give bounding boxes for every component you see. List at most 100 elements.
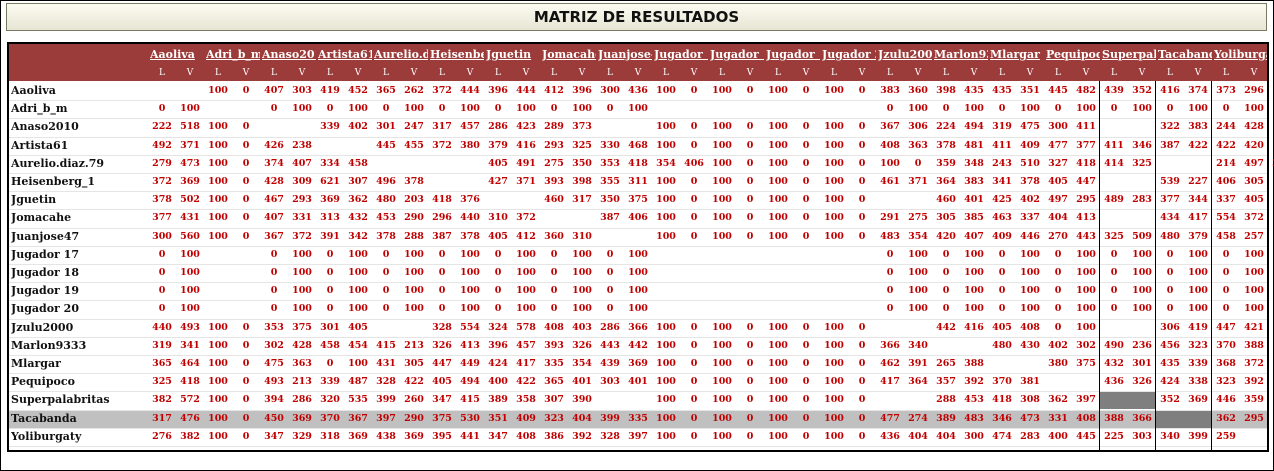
score-cell: 355 xyxy=(600,176,620,187)
score-cell: 0 xyxy=(1222,248,1230,260)
score-cell: 100 xyxy=(460,267,480,278)
score-cell: 306 xyxy=(908,121,928,133)
score-cell: 359 xyxy=(1244,394,1264,406)
score-cell: 279 xyxy=(152,157,172,169)
score-cell: 100 xyxy=(712,85,732,96)
score-cell: 0 xyxy=(858,394,866,406)
score-cell: 353 xyxy=(264,321,284,333)
score-cell: 0 xyxy=(1222,103,1230,115)
score-cell: 362 xyxy=(1216,412,1236,424)
score-cell: 369 xyxy=(1188,394,1208,406)
column-header: Heisenberg_1 xyxy=(430,48,484,61)
score-cell: 362 xyxy=(348,194,368,206)
score-cell: 435 xyxy=(964,85,984,96)
score-cell: 100 xyxy=(712,176,732,187)
score-cell: 423 xyxy=(516,121,536,133)
score-cell: 100 xyxy=(656,176,676,187)
score-cell: 100 xyxy=(1132,248,1152,260)
score-cell: 0 xyxy=(1054,285,1062,297)
score-cell: 0 xyxy=(494,285,502,297)
score-cell: 100 xyxy=(656,376,676,388)
score-cell: 0 xyxy=(690,121,698,133)
score-cell: 100 xyxy=(656,230,676,242)
score-cell: 378 xyxy=(152,194,172,206)
score-cell: 0 xyxy=(858,412,866,424)
score-cell: 354 xyxy=(908,230,928,242)
score-cell: 100 xyxy=(1076,285,1096,297)
score-cell: 100 xyxy=(824,212,844,224)
score-cell: 0 xyxy=(1166,103,1174,115)
score-cell: 0 xyxy=(1166,285,1174,297)
score-cell: 0 xyxy=(1166,248,1174,260)
score-cell: 0 xyxy=(438,248,446,260)
score-cell: 0 xyxy=(690,394,698,406)
score-cell: 0 xyxy=(242,321,250,333)
score-cell: 0 xyxy=(1054,248,1062,260)
score-cell: 346 xyxy=(1132,139,1152,151)
score-cell: 100 xyxy=(768,412,788,424)
score-cell: 424 xyxy=(488,358,508,369)
score-cell: 0 xyxy=(942,285,950,297)
score-cell: 0 xyxy=(606,103,614,115)
score-cell: 100 xyxy=(1188,285,1208,297)
score-cell: 100 xyxy=(572,248,592,260)
score-cell: 0 xyxy=(858,376,866,388)
score-cell: 100 xyxy=(180,285,200,297)
score-cell: 461 xyxy=(880,176,900,187)
score-cell: 331 xyxy=(292,212,312,224)
score-cell: 397 xyxy=(628,430,648,442)
score-cell: 328 xyxy=(600,430,620,442)
score-cell: 0 xyxy=(550,103,558,115)
score-cell: 100 xyxy=(824,139,844,151)
score-cell: 0 xyxy=(690,176,698,187)
score-cell: 416 xyxy=(1160,85,1180,96)
score-cell: 0 xyxy=(886,285,894,297)
score-cell: 0 xyxy=(858,85,866,96)
score-cell: 100 xyxy=(712,194,732,206)
score-cell: 458 xyxy=(348,157,368,169)
score-cell: 100 xyxy=(208,85,228,96)
score-cell: 100 xyxy=(180,103,200,115)
score-cell: 482 xyxy=(1076,85,1096,96)
score-cell: 100 xyxy=(1020,285,1040,297)
score-cell: 100 xyxy=(712,139,732,151)
score-cell: 0 xyxy=(326,303,334,315)
score-cell: 387 xyxy=(1160,139,1180,151)
score-cell: 0 xyxy=(942,103,950,115)
score-cell: 0 xyxy=(242,194,250,206)
score-cell: 382 xyxy=(152,394,172,406)
score-cell: 354 xyxy=(572,358,592,369)
row-label: Jugador 18 xyxy=(11,266,79,279)
score-cell: 0 xyxy=(242,176,250,187)
column-header: Mlargar xyxy=(990,48,1040,61)
score-cell: 0 xyxy=(858,212,866,224)
score-cell: 100 xyxy=(404,303,424,315)
score-cell: 100 xyxy=(1020,267,1040,278)
score-cell: 320 xyxy=(320,394,340,406)
score-cell: 100 xyxy=(656,412,676,424)
score-cell: 0 xyxy=(802,321,810,333)
row-divider xyxy=(9,136,1267,138)
score-cell: 303 xyxy=(292,85,312,96)
score-cell: 458 xyxy=(1216,230,1236,242)
score-cell: 0 xyxy=(1222,303,1230,315)
score-cell: 560 xyxy=(180,230,200,242)
score-cell: 100 xyxy=(712,339,732,351)
score-cell: 373 xyxy=(1216,85,1236,96)
score-cell: 0 xyxy=(802,339,810,351)
score-cell: 449 xyxy=(460,358,480,369)
score-cell: 404 xyxy=(908,430,928,442)
score-cell: 311 xyxy=(628,176,648,187)
score-cell: 0 xyxy=(802,157,810,169)
score-cell: 539 xyxy=(1160,176,1180,187)
score-cell: 100 xyxy=(712,358,732,369)
score-cell: 362 xyxy=(1048,394,1068,406)
score-cell: 288 xyxy=(404,230,424,242)
self-match-cell xyxy=(1156,409,1212,428)
score-cell: 414 xyxy=(1104,157,1124,169)
row-label: Superpalabritas xyxy=(11,393,110,407)
score-cell: 359 xyxy=(936,157,956,169)
score-cell: 373 xyxy=(572,121,592,133)
column-header: Marlon9333 xyxy=(934,48,988,61)
score-cell: 419 xyxy=(1188,321,1208,333)
